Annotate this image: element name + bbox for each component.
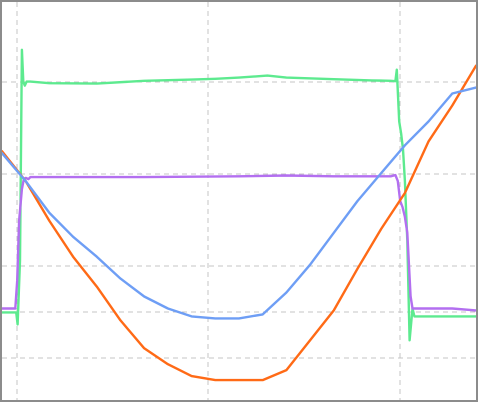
series-1-line bbox=[0, 48, 478, 342]
series-3-line bbox=[0, 64, 478, 382]
series-4-line bbox=[0, 86, 478, 320]
trace-group bbox=[0, 48, 478, 382]
series-2-line bbox=[0, 173, 478, 312]
